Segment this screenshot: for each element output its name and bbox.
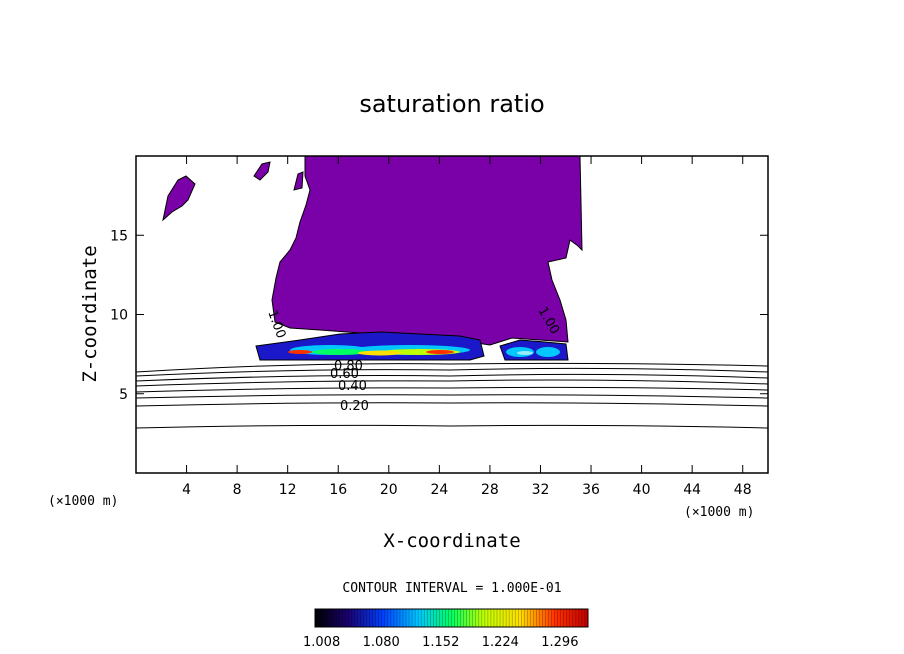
x-unit-label-right: (×1000 m): [684, 505, 754, 520]
contour-interval-text: CONTOUR INTERVAL = 1.000E-01: [342, 581, 561, 596]
x-tick-label: 20: [380, 482, 398, 498]
contour-labels: 0.20 0.40 0.60 0.80 1.00 1.00: [264, 305, 562, 415]
colorbar-stripes: [314, 609, 589, 627]
contour-label: 0.60: [330, 367, 359, 382]
contour-label: 0.40: [338, 379, 367, 394]
contour-label: 0.20: [340, 399, 369, 414]
x-tick-label: 12: [279, 482, 297, 498]
colorbar-labels: 1.008 1.080 1.152 1.224 1.296: [303, 635, 578, 650]
cloud-fill-patch-small: [253, 161, 271, 181]
supersat-layer: [255, 331, 485, 361]
x-tick-label: 36: [582, 482, 600, 498]
x-tick-label: 40: [633, 482, 651, 498]
supersat-cells: [288, 345, 560, 357]
x-tick-label: 48: [734, 482, 752, 498]
contour-label: 0.80: [334, 359, 363, 374]
colorbar-tick-label: 1.008: [303, 635, 340, 650]
colorbar-tick-label: 1.224: [482, 635, 519, 650]
colorbar-tick-label: 1.152: [422, 635, 459, 650]
chart-title: saturation ratio: [359, 90, 544, 118]
cloud-fill-patch-tiny: [293, 171, 304, 191]
x-tick-label: 28: [481, 482, 499, 498]
plot-area: [136, 156, 768, 429]
x-tick-label: 8: [233, 482, 242, 498]
y-tick-label: 15: [110, 228, 128, 244]
x-tick-label: 32: [532, 482, 550, 498]
x-tick-label: 4: [182, 482, 191, 498]
x-axis-label: X-coordinate: [383, 530, 520, 552]
x-axis: 4 8 12 16 20 24 28 32 36 40 44 48: [182, 156, 752, 498]
colorbar-tick-label: 1.080: [363, 635, 400, 650]
colorbar: 1.008 1.080 1.152 1.224 1.296: [303, 608, 589, 650]
contour-lines: [136, 362, 768, 429]
y-tick-label: 5: [119, 387, 128, 403]
cloud-fill-region: [271, 156, 583, 346]
x-unit-label-left: (×1000 m): [48, 494, 118, 509]
y-tick-label: 10: [110, 308, 128, 324]
y-axis-label: Z-coordinate: [79, 245, 101, 382]
colorbar-gradient: [314, 608, 589, 628]
y-axis: 5 10 15: [110, 228, 768, 403]
colorbar-tick-label: 1.296: [541, 635, 578, 650]
x-tick-label: 44: [683, 482, 701, 498]
x-tick-label: 16: [329, 482, 347, 498]
x-tick-label: 24: [430, 482, 448, 498]
cloud-fill-patch-left: [162, 175, 196, 222]
